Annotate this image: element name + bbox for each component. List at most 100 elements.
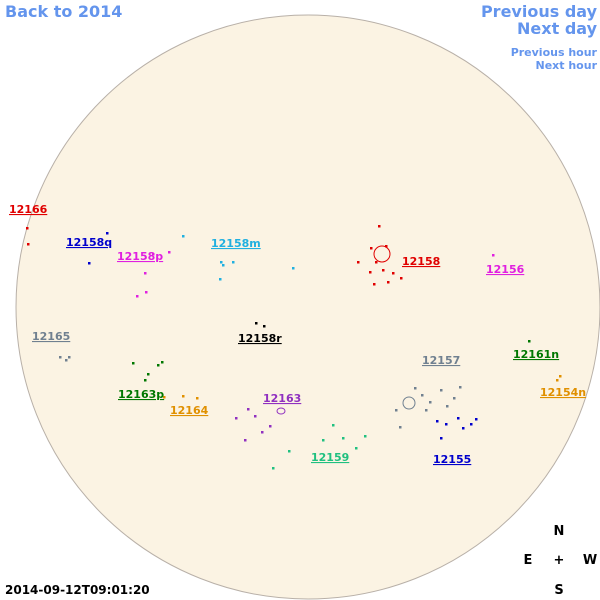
region-label[interactable]: 12164 <box>170 404 209 417</box>
sunspot <box>355 447 358 450</box>
sunspot <box>425 409 428 412</box>
sunspot <box>322 439 325 442</box>
sunspot <box>399 426 402 429</box>
sunspot <box>145 291 148 294</box>
sunspot <box>559 375 562 378</box>
compass-center: + <box>554 553 565 568</box>
sunspot <box>492 254 495 257</box>
region-label[interactable]: 12163 <box>263 392 301 405</box>
region-label[interactable]: 12156 <box>486 263 525 276</box>
compass-south: S <box>554 583 563 598</box>
sunspot <box>369 271 372 274</box>
sunspot <box>445 423 448 426</box>
sunspot <box>402 396 416 410</box>
sunspot <box>132 362 135 365</box>
compass-north: N <box>554 524 565 539</box>
sunspot <box>556 379 559 382</box>
sunspot <box>244 439 247 442</box>
sunspot <box>254 415 257 418</box>
sunspot <box>288 450 291 453</box>
sunspot <box>168 251 171 254</box>
compass-east: E <box>524 553 533 568</box>
region-label[interactable]: 12159 <box>311 451 349 464</box>
sunspot <box>59 356 62 359</box>
solar-disk <box>15 14 600 600</box>
region-label[interactable]: 12154n <box>540 386 586 399</box>
previous-hour-link[interactable]: Previous hour <box>511 46 598 59</box>
region-label[interactable]: 12163p <box>118 388 164 401</box>
sunspot <box>147 373 150 376</box>
sunspot <box>261 431 264 434</box>
sunspot <box>161 361 164 364</box>
previous-day-link[interactable]: Previous day <box>481 2 598 21</box>
sunspot <box>387 281 390 284</box>
sunspot <box>429 401 432 404</box>
sunspot <box>528 340 531 343</box>
region-label[interactable]: 12157 <box>422 354 460 367</box>
sunspot <box>182 235 185 238</box>
sunspot <box>378 225 381 228</box>
sunspot <box>462 427 465 430</box>
sunspots <box>26 225 562 470</box>
region-label[interactable]: 12158r <box>238 332 282 345</box>
next-day-link[interactable]: Next day <box>517 19 598 38</box>
sunspot <box>470 423 473 426</box>
sunspot <box>136 295 139 298</box>
sunspot <box>68 356 71 359</box>
sunspot <box>375 261 378 264</box>
sunspot <box>272 467 275 470</box>
sunspot <box>163 396 166 399</box>
sunspot <box>152 253 155 256</box>
sunspot <box>332 424 335 427</box>
sunspot <box>144 272 147 275</box>
sunspot <box>436 420 439 423</box>
region-label[interactable]: 12155 <box>433 453 471 466</box>
sunspot <box>157 364 160 367</box>
sunspot <box>263 325 266 328</box>
region-label[interactable]: 12166 <box>9 203 48 216</box>
sunspot <box>232 261 235 264</box>
sunspot <box>440 437 443 440</box>
sunspot <box>27 243 30 246</box>
sunspot <box>459 386 462 389</box>
sunspot <box>421 394 424 397</box>
sunspot <box>382 269 385 272</box>
sunspot <box>88 262 91 265</box>
region-label[interactable]: 12158q <box>66 236 112 249</box>
sunspot <box>196 397 199 400</box>
sunspot <box>446 405 449 408</box>
back-link[interactable]: Back to 2014 <box>5 2 122 21</box>
sunspot <box>222 264 225 267</box>
sunspot <box>364 435 367 438</box>
region-label[interactable]: 12161n <box>513 348 559 361</box>
sunspot <box>395 409 398 412</box>
sunspot <box>292 267 295 270</box>
sunspot <box>475 418 478 421</box>
region-label[interactable]: 12158m <box>211 237 261 250</box>
sunspot <box>385 245 388 248</box>
sunspot <box>220 261 223 264</box>
next-hour-link[interactable]: Next hour <box>536 59 598 72</box>
sunspot <box>440 389 443 392</box>
sunspot <box>342 437 345 440</box>
sunspot <box>65 359 68 362</box>
sunspot <box>269 425 272 428</box>
sunspot <box>453 397 456 400</box>
sunspot <box>400 277 403 280</box>
sunspot <box>255 322 258 325</box>
sunspot <box>106 232 109 235</box>
sunspot <box>357 261 360 264</box>
sunspot <box>276 407 286 415</box>
region-label[interactable]: 12165 <box>32 330 70 343</box>
timestamp: 2014-09-12T09:01:20 <box>5 583 150 597</box>
sunspot <box>219 278 222 281</box>
sunspot <box>235 417 238 420</box>
region-label[interactable]: 12158p <box>117 250 163 263</box>
sunspot <box>182 395 185 398</box>
sunspot <box>414 387 417 390</box>
sunspot <box>370 247 373 250</box>
sunspot <box>144 379 147 382</box>
sunspot <box>26 227 29 230</box>
region-label[interactable]: 12158 <box>402 255 440 268</box>
sunspot <box>373 245 391 263</box>
